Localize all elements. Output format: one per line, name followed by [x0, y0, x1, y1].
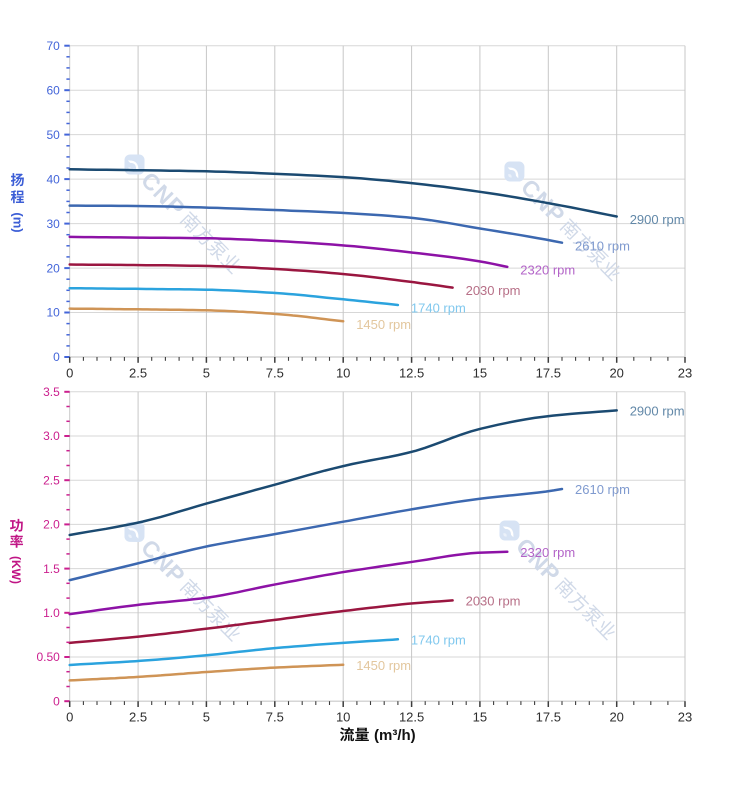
svg-text:2030 rpm: 2030 rpm [466, 594, 521, 609]
svg-text:2610 rpm: 2610 rpm [575, 482, 630, 497]
svg-text:3.0: 3.0 [43, 429, 60, 443]
svg-text:10: 10 [336, 710, 350, 725]
svg-text:70: 70 [46, 39, 60, 53]
svg-text:50: 50 [46, 128, 60, 142]
svg-text:2.5: 2.5 [129, 366, 147, 381]
svg-text:2320 rpm: 2320 rpm [520, 545, 575, 560]
svg-text:40: 40 [46, 172, 60, 186]
svg-text:30: 30 [46, 217, 60, 231]
svg-text:12.5: 12.5 [399, 710, 424, 725]
svg-text:7.5: 7.5 [266, 366, 284, 381]
svg-text:7.5: 7.5 [266, 710, 284, 725]
svg-text:23: 23 [678, 710, 692, 725]
svg-text:2030 rpm: 2030 rpm [466, 283, 521, 298]
svg-text:1450 rpm: 1450 rpm [356, 658, 411, 673]
svg-text:5: 5 [203, 366, 210, 381]
svg-text:0: 0 [53, 350, 60, 364]
svg-text:5: 5 [203, 710, 210, 725]
svg-text:10: 10 [46, 306, 60, 320]
svg-text:17.5: 17.5 [536, 366, 561, 381]
svg-text:2.5: 2.5 [129, 710, 147, 725]
svg-text:1740 rpm: 1740 rpm [411, 301, 466, 316]
svg-text:0: 0 [66, 710, 73, 725]
svg-text:2.0: 2.0 [43, 518, 60, 532]
svg-text:17.5: 17.5 [536, 710, 561, 725]
svg-text:(KW): (KW) [9, 556, 23, 584]
svg-text:15: 15 [473, 366, 487, 381]
svg-text:2320 rpm: 2320 rpm [520, 263, 575, 278]
svg-text:(m): (m) [10, 212, 25, 232]
svg-text:20: 20 [609, 366, 623, 381]
svg-text:(m³/h): (m³/h) [374, 727, 416, 744]
svg-text:20: 20 [46, 261, 60, 275]
svg-text:20: 20 [609, 710, 623, 725]
svg-text:1450 rpm: 1450 rpm [356, 317, 411, 332]
svg-text:23: 23 [678, 366, 692, 381]
svg-text:12.5: 12.5 [399, 366, 424, 381]
svg-text:2610 rpm: 2610 rpm [575, 238, 630, 253]
svg-text:2900 rpm: 2900 rpm [630, 212, 685, 227]
svg-text:1.5: 1.5 [43, 562, 60, 576]
svg-text:60: 60 [46, 83, 60, 97]
svg-text:0.50: 0.50 [36, 650, 60, 664]
svg-text:10: 10 [336, 366, 350, 381]
svg-text:15: 15 [473, 710, 487, 725]
svg-text:0: 0 [53, 694, 60, 708]
svg-text:1.0: 1.0 [43, 606, 60, 620]
svg-text:0: 0 [66, 366, 73, 381]
svg-text:1740 rpm: 1740 rpm [411, 632, 466, 647]
svg-text:2.5: 2.5 [43, 473, 60, 487]
svg-text:2900 rpm: 2900 rpm [630, 404, 685, 419]
svg-text:3.5: 3.5 [43, 385, 60, 399]
